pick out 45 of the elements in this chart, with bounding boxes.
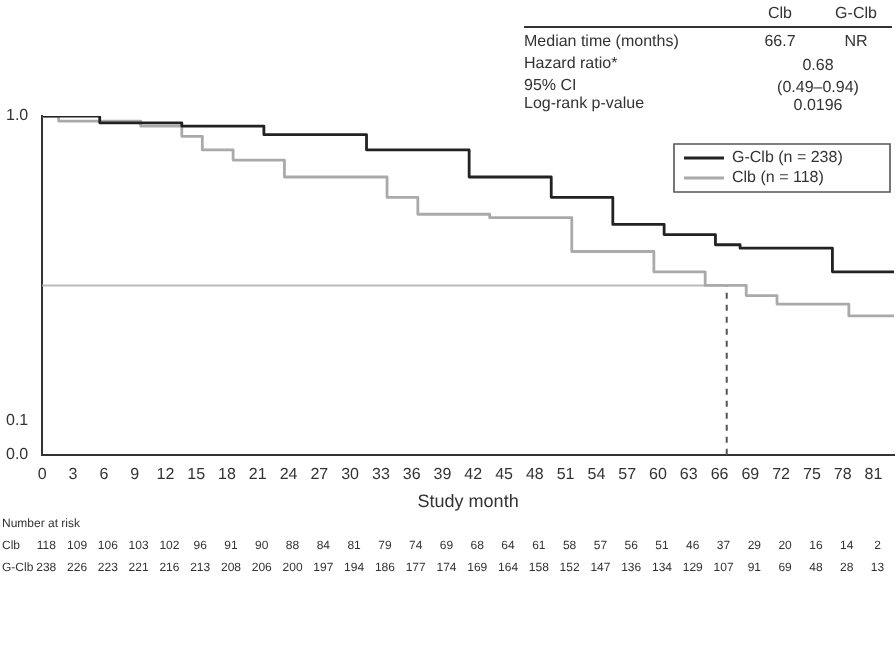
x-axis-title: Study month [417, 490, 519, 511]
x-tick-label: 6 [99, 464, 110, 483]
x-tick-label: 72 [772, 464, 792, 483]
x-tick-label: 27 [310, 464, 330, 483]
x-tick-label: 54 [587, 464, 607, 483]
x-tick-label: 33 [371, 464, 391, 483]
text: Clb [767, 4, 793, 22]
x-tick-label: 81 [864, 464, 884, 483]
x-tick-label: 45 [495, 464, 515, 483]
text: 0.0196 [793, 96, 843, 114]
x-tick-label: 30 [341, 464, 361, 483]
x-tick-label: 0 [37, 464, 48, 483]
y-tick-label: 1.0 [5, 106, 30, 125]
x-tick-label: 78 [833, 464, 853, 483]
x-tick-label: 60 [649, 464, 668, 483]
text: 95% CI [524, 76, 577, 94]
x-tick-label: 48 [525, 464, 545, 483]
y-tick-label: 0.1 [5, 411, 30, 430]
x-tick-label: 18 [218, 464, 237, 483]
x-tick-label: 9 [130, 464, 141, 483]
x-tick-label: 39 [433, 464, 453, 483]
text: 0.68 [802, 56, 834, 74]
x-tick-label: 15 [187, 464, 207, 483]
x-tick-label: 75 [803, 464, 822, 483]
x-tick-label: 12 [156, 464, 176, 483]
legend-label: Clb (n = 118) [732, 168, 825, 187]
x-tick-label: 36 [402, 464, 422, 483]
x-tick-label: 24 [279, 464, 299, 483]
x-tick-label: 66 [710, 464, 730, 483]
text: Median time (months) [524, 32, 679, 50]
x-tick-label: 51 [556, 464, 576, 483]
text: (0.49–0.94) [777, 78, 859, 96]
x-tick-label: 3 [68, 464, 79, 483]
text: Hazard ratio* [524, 54, 618, 72]
text: G-Clb [835, 4, 877, 22]
y-tick-label: 0.0 [5, 445, 30, 464]
text: NR [844, 32, 868, 50]
text: 66.7 [764, 32, 796, 50]
x-tick-label: 21 [248, 464, 268, 483]
text: Log-rank p-value [524, 94, 645, 112]
x-tick-label: 69 [741, 464, 761, 483]
legend-label: G-Clb (n = 238) [732, 148, 844, 167]
x-tick-label: 63 [679, 464, 699, 483]
x-tick-label: 42 [464, 464, 484, 483]
x-tick-label: 57 [618, 464, 638, 483]
